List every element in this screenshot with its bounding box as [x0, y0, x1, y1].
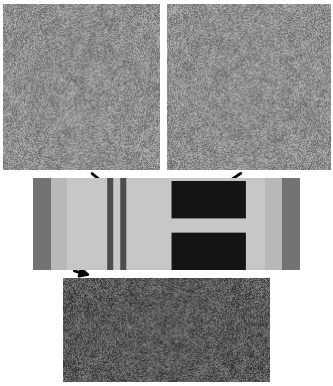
Text: b): b) — [238, 243, 253, 256]
Text: a): a) — [38, 185, 53, 198]
